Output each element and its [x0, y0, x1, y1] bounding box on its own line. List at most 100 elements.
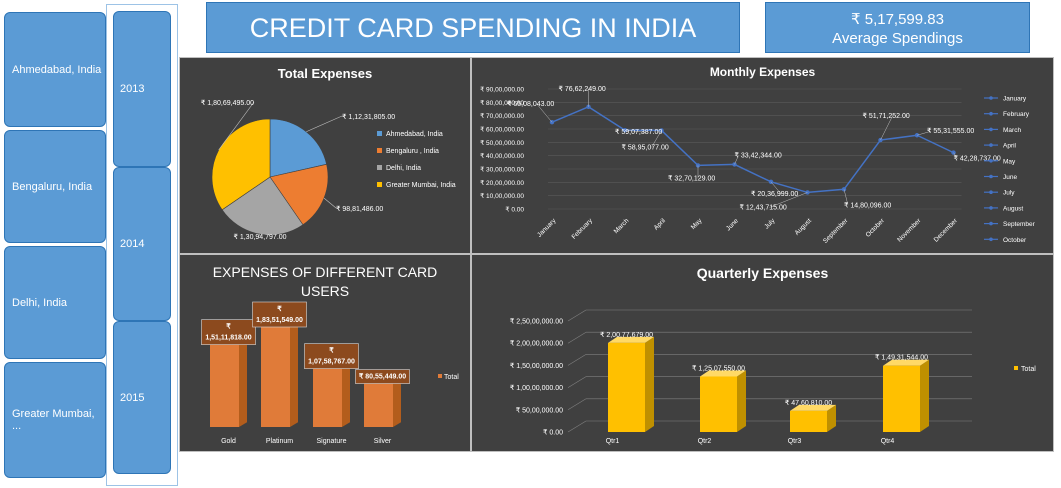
- legend-label: February: [1003, 111, 1030, 118]
- slicer-item-label: 2015: [120, 391, 145, 404]
- legend-marker: [989, 190, 993, 194]
- data-label: ₹ 59,07,387.00: [615, 128, 662, 136]
- leader-line: [953, 152, 958, 159]
- data-label-box: [252, 301, 307, 328]
- bar: [364, 382, 393, 427]
- data-point: [841, 187, 847, 192]
- x-tick-label: Qtr4: [881, 438, 895, 445]
- y-tick-label: ₹ 1,50,00,000.00: [510, 362, 563, 370]
- data-label: ₹ 32,70,129.00: [668, 174, 715, 182]
- leader-line: [259, 233, 261, 237]
- data-label: ₹ 2,00,77,679.00: [600, 331, 653, 339]
- legend-label: Ahmedabad, India: [386, 131, 443, 138]
- legend-label: October: [1003, 237, 1027, 244]
- x-tick-label: Signature: [317, 438, 347, 445]
- legend-swatch: [377, 182, 382, 187]
- x-tick-label: Qtr1: [606, 438, 620, 445]
- pie-slice: [221, 176, 304, 236]
- y-tick-label: ₹ 40,00,000.00: [480, 152, 524, 160]
- leader-line: [843, 189, 849, 206]
- slicer-item-bengaluru[interactable]: Bengaluru, India: [4, 130, 106, 243]
- line-chart: ₹ 0.00 ₹ 10,00,000.00 ₹ 20,00,000.00 ₹ 30,0…: [480, 85, 1036, 245]
- legend-label: Total: [1021, 366, 1036, 373]
- legend-swatch: [377, 165, 382, 170]
- slicer-item-greater-mumbai[interactable]: Greater Mumbai, ...: [4, 362, 106, 478]
- y-tick-label: ₹ 2,50,00,000.00: [510, 318, 563, 326]
- bar: [261, 326, 290, 427]
- legend-label: July: [1003, 190, 1015, 197]
- bar-side: [737, 370, 746, 432]
- legend-label: August: [1003, 205, 1023, 212]
- legend-label: Bengaluru , India: [386, 148, 439, 155]
- x-tick-label: October: [865, 217, 887, 239]
- slicer-item-label: Delhi, India: [12, 296, 68, 309]
- data-label: ₹ 1,80,69,495.00: [201, 99, 254, 107]
- data-label: 1,51,11,818.00: [205, 335, 251, 342]
- slicer-item-label: Greater Mumbai, ...: [12, 408, 95, 432]
- bar-side: [393, 377, 401, 427]
- legend-marker: [989, 174, 993, 179]
- x-tick-label: June: [725, 217, 740, 232]
- slicer-item-label: 2013: [120, 83, 145, 95]
- leader-line: [536, 104, 553, 123]
- slicer-item-2015[interactable]: 2015: [113, 321, 171, 474]
- slicer-item-label: Ahmedabad, India: [12, 63, 102, 76]
- slicer-item-2014[interactable]: 2014: [113, 167, 171, 321]
- y-tick-label: ₹ 50,00,000.00: [480, 139, 524, 147]
- data-label: ₹ 33,42,344.00: [735, 151, 782, 159]
- bar: [210, 343, 239, 427]
- y-tick-label: ₹ 60,00,000.00: [480, 126, 524, 134]
- x-tick-label: Platinum: [266, 438, 293, 445]
- data-label: ₹ 1,12,31,805.00: [342, 113, 395, 121]
- bar-side: [645, 336, 654, 432]
- data-label: ₹ 1,30,94,797.00: [233, 233, 286, 241]
- monthly-expenses-panel: Monthly Expenses ₹ 0.00 ₹ 10,00,000.00 ₹ 2…: [471, 57, 1054, 254]
- x-tick-label: August: [794, 217, 813, 236]
- legend-marker: [989, 127, 993, 132]
- leader-line: [769, 192, 808, 208]
- quarterly-bar-chart: ₹ 0.00 ₹ 50,00,000.00 ₹ 1,00,00,000.00 ₹ 1,…: [510, 309, 1036, 445]
- data-label-box: [355, 369, 410, 384]
- slicer-item-label: Bengaluru, India: [12, 180, 93, 193]
- legend-swatch: [1014, 366, 1018, 370]
- slicer-item-2013[interactable]: 2013: [113, 11, 171, 167]
- leader-line: [306, 115, 343, 132]
- y-tick-label: ₹ 10,00,000.00: [480, 192, 524, 200]
- bar-side: [342, 362, 350, 427]
- average-spending-card: ₹ 5,17,599.83 Average Spendings: [765, 2, 1030, 53]
- slicer-item-ahmedabad[interactable]: Ahmedabad, India: [4, 12, 106, 127]
- series-line: [551, 105, 954, 194]
- bar: [700, 376, 737, 432]
- bar-top: [883, 359, 929, 366]
- data-label: ₹ 76,62,249.00: [559, 85, 606, 93]
- x-tick-label: Qtr2: [698, 438, 712, 445]
- leader-line: [651, 130, 662, 148]
- x-tick-label: Silver: [374, 438, 392, 445]
- bar-side: [290, 321, 298, 427]
- leader-line: [624, 129, 646, 133]
- leader-line: [218, 101, 255, 151]
- data-point: [586, 104, 591, 110]
- bar: [790, 410, 827, 432]
- gridline-depth: [567, 398, 587, 411]
- legend-label: Greater Mumbai, India: [386, 182, 456, 189]
- page-title: CREDIT CARD SPENDING IN INDIA: [249, 13, 697, 43]
- legend-marker: [989, 221, 993, 226]
- gridline-depth: [567, 309, 587, 322]
- chart-title: Monthly Expenses: [709, 65, 816, 79]
- y-tick-label: ₹ 0.00: [505, 206, 524, 214]
- data-label: ₹ 58,95,077.00: [622, 143, 669, 151]
- data-label: ₹ 98,81,486.00: [336, 205, 383, 213]
- y-tick-label: ₹ 70,00,000.00: [480, 112, 524, 120]
- data-label: ₹: [329, 347, 334, 355]
- legend-swatch: [377, 131, 382, 136]
- data-label: ₹: [277, 305, 282, 313]
- y-tick-label: ₹ 0.00: [543, 429, 563, 437]
- data-label: ₹ 51,71,252.00: [863, 112, 910, 120]
- bar-top: [790, 404, 836, 411]
- pie-slice: [269, 163, 329, 226]
- data-label: 1,07,58,767.00: [308, 359, 355, 366]
- y-tick-label: ₹ 50,00,000.00: [516, 406, 563, 414]
- x-tick-label: January: [536, 217, 558, 239]
- slicer-item-delhi[interactable]: Delhi, India: [4, 246, 106, 359]
